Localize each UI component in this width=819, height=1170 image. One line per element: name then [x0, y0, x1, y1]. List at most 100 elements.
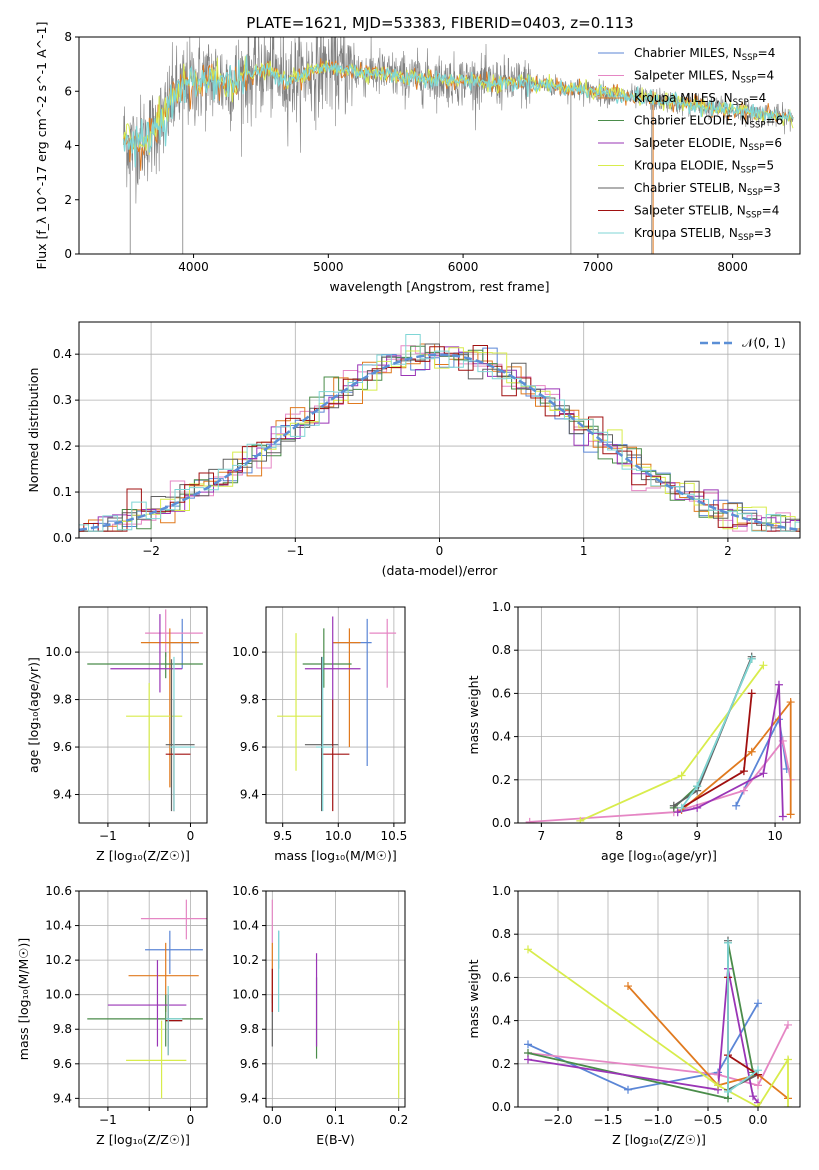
- x-tick-label: 2: [724, 544, 732, 558]
- legend-entry-kroupa_miles: Kroupa MILES, NSSP=4: [634, 91, 766, 108]
- series-marker-salpeter_elodie: [693, 803, 702, 812]
- errorbar-kroupa_miles: [140, 628, 199, 788]
- series-marker-salpeter_elodie: [759, 769, 768, 778]
- legend-tail: =6: [766, 114, 784, 128]
- series-marker-chabrier_stelib: [669, 801, 678, 810]
- residual_histogram-panel: −2 −1 0 1 2 0.0 0.1 0.2 0.3 0.4 (data-model)/error…: [26, 321, 801, 578]
- series-marker-salpeter_miles: [714, 1070, 722, 1079]
- series-marker-salpeter_elodie: [524, 1055, 532, 1064]
- x-tick-label: −1.0: [643, 1113, 672, 1127]
- series-marker-kroupa_elodie: [677, 771, 686, 780]
- legend-entry-salpeter_stelib: Salpeter STELIB, NSSP=4: [634, 204, 779, 221]
- series-marker-chabrier_miles: [754, 999, 762, 1008]
- legend-tail: =4: [762, 204, 780, 218]
- series-marker-kroupa_stelib: [747, 654, 756, 663]
- series-line-kroupa_elodie: [527, 948, 789, 1107]
- series-marker-salpeter_elodie: [673, 808, 682, 817]
- legend-text: Chabrier STELIB, N: [634, 181, 747, 195]
- legend-tail: =3: [754, 226, 772, 240]
- y-tick-label: 0.0: [53, 531, 72, 545]
- y-tick-label: 10.6: [232, 884, 259, 898]
- errorbar-salpeter_elodie: [107, 960, 187, 1047]
- series-marker-chabrier_miles: [624, 1085, 632, 1094]
- axes-frame: [265, 606, 406, 824]
- y-axis-label: mass [log₁₀(M/M☉)]: [16, 938, 31, 1060]
- x-tick-label: 5000: [313, 260, 344, 274]
- y-tick-label: 0: [64, 247, 72, 261]
- series-line-kroupa_elodie: [579, 664, 765, 822]
- massweight_vs_metallicity-panel: −2.0 −1.5 −1.0 −0.5 0.0 0.0 0.2 0.4 0.6 0.8 1.0 Z […: [466, 884, 801, 1147]
- x-tick-label: 9.5: [273, 829, 292, 843]
- plot-area: [122, 37, 794, 254]
- legend-entry-chabrier_elodie: Chabrier ELODIE, NSSP=6: [634, 114, 783, 131]
- x-tick-label: 7: [538, 829, 546, 843]
- y-axis-label: Normed distribution: [26, 368, 41, 493]
- axes-frame: [78, 606, 208, 824]
- y-tick-label: 0.6: [492, 686, 511, 700]
- series-line-salpeter_elodie: [677, 684, 784, 817]
- x-tick-label: 6000: [448, 260, 479, 274]
- legend-sub: SSP: [750, 121, 766, 131]
- x-tick-label: 0.0: [748, 1113, 767, 1127]
- legend-entry-salpeter_elodie: Salpeter ELODIE, NSSP=6: [634, 136, 782, 153]
- series-marker-kroupa_stelib: [693, 782, 702, 791]
- legend-tail: =4: [756, 69, 774, 83]
- y-axis-label: age [log₁₀(age/yr)]: [26, 657, 41, 773]
- histogram-kroupa_stelib: [79, 334, 800, 532]
- series-marker-kroupa_stelib: [677, 803, 686, 812]
- legend-tail: =6: [764, 136, 782, 150]
- legend-text: Kroupa STELIB, N: [634, 226, 738, 240]
- legend-sub: SSP: [733, 98, 749, 108]
- y-tick-label: 10.4: [232, 919, 259, 933]
- errorbar-kroupa_stelib: [165, 986, 183, 1056]
- y-tick-label: 9.6: [53, 740, 72, 754]
- histogram-kroupa_miles: [79, 343, 800, 532]
- series-marker-kroupa_elodie: [576, 816, 585, 823]
- x-tick-label: 1: [580, 544, 588, 558]
- errorbar-salpeter_miles: [140, 899, 207, 940]
- age_vs_mass-panel: 9.5 10.0 10.5 9.4 9.6 9.8 10.0 mass [log₁₀(M/M☉…: [232, 606, 407, 863]
- histogram-salpeter_elodie: [79, 346, 800, 532]
- series-marker-kroupa_elodie: [524, 945, 532, 954]
- legend-text: Salpeter STELIB, N: [634, 204, 746, 218]
- y-tick-label: 9.6: [240, 1057, 259, 1071]
- model-spectrum-kroupa_stelib: [122, 55, 794, 168]
- x-tick-label: 10.0: [325, 829, 352, 843]
- legend-tail: =5: [756, 159, 774, 173]
- series-marker-salpeter_elodie: [749, 1092, 757, 1101]
- y-tick-label: 0.0: [492, 816, 511, 830]
- series-marker-salpeter_elodie: [774, 680, 783, 689]
- y-tick-label: 8: [64, 30, 72, 44]
- y-tick-label: 9.8: [53, 693, 72, 707]
- series-marker-kroupa_elodie: [784, 1103, 792, 1107]
- legend-entry-chabrier_miles: Chabrier MILES, NSSP=4: [634, 46, 775, 63]
- series-marker-salpeter_stelib: [747, 689, 756, 698]
- y-axis-label: Flux [f_λ 10^-17 erg cm^-2 s^-1 A^-1]: [34, 22, 49, 270]
- histogram-kroupa_elodie: [79, 347, 800, 532]
- legend-sub: SSP: [742, 53, 758, 63]
- y-tick-label: 10.0: [45, 645, 72, 659]
- series-marker-kroupa_miles: [747, 747, 756, 756]
- x-tick-label: 0.1: [326, 1113, 345, 1127]
- x-axis-label: Z [log₁₀(Z/Z☉)]: [612, 1132, 706, 1147]
- errorbar-chabrier_stelib: [165, 659, 195, 812]
- y-tick-label: 9.6: [53, 1057, 72, 1071]
- x-tick-label: −0.5: [693, 1113, 722, 1127]
- plot-area: [87, 899, 207, 1099]
- y-tick-label: 0.0: [492, 1100, 511, 1114]
- legend-text: Kroupa MILES, N: [634, 91, 733, 105]
- legend-tail: =3: [763, 181, 781, 195]
- y-tick-label: 0.8: [492, 927, 511, 941]
- y-axis-label: mass weight: [466, 675, 481, 754]
- spectrum-panel: 4000 5000 6000 7000 8000 0 2 4 6 8 wavelength [Ang…: [34, 22, 801, 294]
- y-tick-label: 0.2: [53, 439, 72, 453]
- figure-title: PLATE=1621, MJD=53383, FIBERID=0403, z=0…: [246, 14, 633, 32]
- errorbar-chabrier_elodie: [87, 994, 203, 1047]
- legend-sub: SSP: [741, 166, 757, 176]
- y-tick-label: 0.8: [492, 643, 511, 657]
- legend-tail: =4: [749, 91, 767, 105]
- y-tick-label: 9.4: [240, 788, 259, 802]
- y-tick-label: 9.6: [240, 740, 259, 754]
- x-tick-label: 4000: [178, 260, 209, 274]
- x-tick-label: 8000: [717, 260, 748, 274]
